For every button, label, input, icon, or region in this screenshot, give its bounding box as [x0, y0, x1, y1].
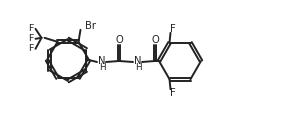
Text: H: H: [135, 62, 141, 72]
Text: N: N: [98, 56, 106, 66]
Text: F: F: [28, 34, 33, 43]
Text: N: N: [134, 56, 142, 66]
Text: F: F: [28, 24, 33, 33]
Text: F: F: [28, 44, 33, 53]
Text: O: O: [151, 35, 159, 45]
Text: F: F: [170, 88, 175, 98]
Text: F: F: [170, 24, 175, 34]
Text: O: O: [115, 35, 123, 45]
Text: H: H: [99, 62, 105, 72]
Text: Br: Br: [84, 21, 96, 31]
